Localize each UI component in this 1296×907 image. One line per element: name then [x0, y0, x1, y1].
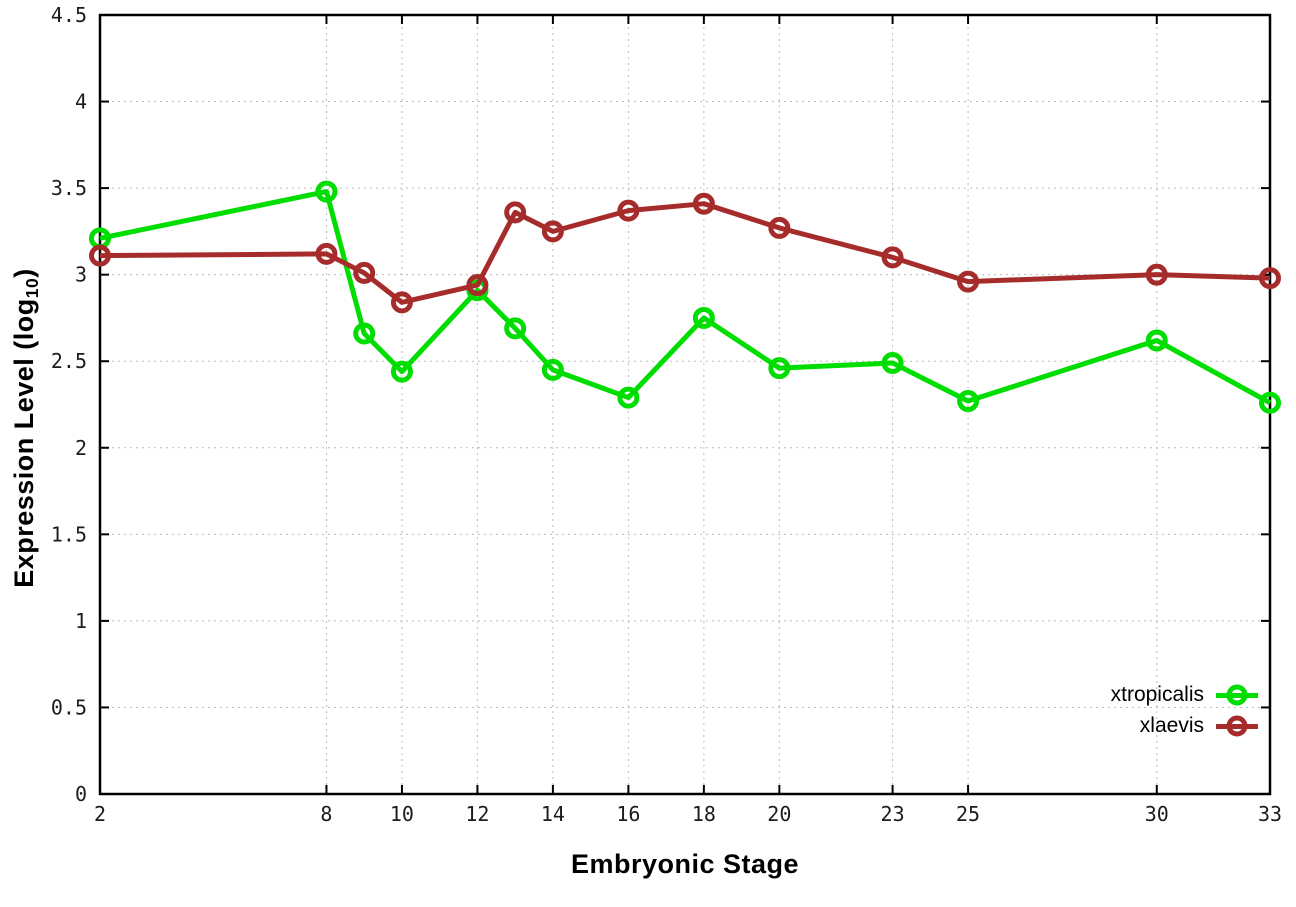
legend-item-xtropicalis: xtropicalis	[1111, 683, 1258, 707]
x-tick-label: 12	[465, 802, 489, 826]
x-tick-label: 18	[692, 802, 716, 826]
x-tick-label: 14	[541, 802, 565, 826]
y-tick-label: 4	[75, 90, 87, 114]
data-point-xtropicalis	[692, 306, 715, 329]
y-tick-label: 4.5	[51, 3, 87, 27]
x-axis-title: Embryonic Stage	[570, 849, 800, 879]
y-axis-title-close: )	[8, 268, 39, 278]
x-tick-label: 2	[94, 802, 106, 826]
data-point-xtropicalis	[541, 358, 564, 381]
data-point-xtropicalis	[768, 357, 791, 380]
x-tick-label: 33	[1258, 802, 1282, 826]
data-point-xtropicalis	[881, 351, 904, 374]
y-tick-label: 1	[75, 609, 87, 633]
y-tick-label: 3.5	[51, 176, 87, 200]
data-point-xtropicalis	[315, 180, 338, 203]
data-point-xtropicalis	[390, 360, 413, 383]
data-point-xtropicalis	[957, 390, 980, 413]
legend: xtropicalis xlaevis	[1111, 683, 1258, 738]
data-point-xlaevis	[390, 291, 413, 314]
data-point-xlaevis	[768, 216, 791, 239]
y-axis-title: Expression Level (log10)	[9, 268, 43, 588]
y-tick-label: 2	[75, 436, 87, 460]
data-point-xlaevis	[89, 244, 111, 267]
plot-border	[98, 13, 1272, 796]
x-tick-label: 10	[390, 802, 414, 826]
y-tick-label: 2.5	[51, 349, 87, 373]
open-circle-marker-icon	[1226, 715, 1248, 737]
y-tick-label: 0	[75, 782, 87, 806]
data-point-xtropicalis	[504, 317, 527, 340]
data-point-xlaevis	[504, 201, 527, 224]
y-tick-label: 0.5	[51, 695, 87, 719]
y-tick-label: 1.5	[51, 522, 87, 546]
series-line-xlaevis	[99, 201, 1271, 305]
y-tick-label: 3	[75, 263, 87, 287]
data-point-xlaevis	[1259, 267, 1281, 290]
data-point-xlaevis	[353, 261, 376, 284]
data-point-xlaevis	[315, 242, 338, 265]
data-point-xlaevis	[466, 274, 489, 297]
x-tick-label: 20	[767, 802, 791, 826]
legend-label-xtropicalis: xtropicalis	[1110, 683, 1204, 706]
data-point-xlaevis	[881, 246, 904, 269]
x-tick-label: 25	[956, 802, 980, 826]
x-tick-label: 23	[881, 802, 905, 826]
legend-marker-xtropicalis	[1216, 684, 1258, 706]
x-tick-label: 8	[320, 802, 332, 826]
data-point-xlaevis	[541, 220, 564, 243]
data-point-xtropicalis	[1259, 391, 1281, 414]
y-axis-title-text: Expression Level (log	[8, 298, 39, 588]
y-axis-title-subscript: 10	[22, 277, 43, 299]
legend-marker-xlaevis	[1216, 715, 1258, 737]
legend-label-xlaevis: xlaevis	[1139, 714, 1204, 737]
x-tick-label: 30	[1145, 802, 1169, 826]
open-circle-marker-icon	[1226, 684, 1248, 706]
data-point-xlaevis	[617, 199, 640, 222]
legend-item-xlaevis: xlaevis	[1140, 714, 1258, 738]
data-point-xtropicalis	[1145, 329, 1168, 352]
data-point-xlaevis	[1145, 263, 1168, 286]
series-line-xtropicalis	[99, 189, 1272, 405]
data-point-xtropicalis	[353, 322, 376, 345]
data-point-xlaevis	[957, 270, 980, 293]
x-tick-label: 16	[616, 802, 640, 826]
data-point-xtropicalis	[617, 386, 640, 409]
data-point-xlaevis	[692, 192, 715, 215]
